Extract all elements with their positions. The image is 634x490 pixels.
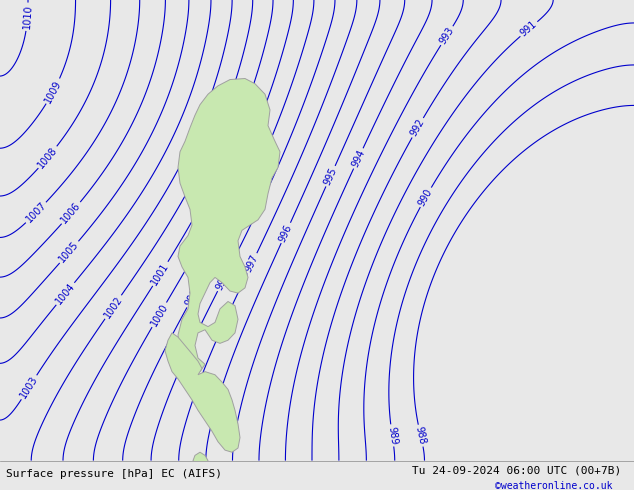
Text: 1007: 1007 [24,200,48,225]
Text: 988: 988 [414,426,427,446]
Text: 995: 995 [322,166,339,187]
Text: 996: 996 [278,222,294,244]
Text: 998: 998 [214,271,231,292]
Text: 994: 994 [350,148,366,169]
Text: 991: 991 [519,19,539,39]
Text: 1008: 1008 [36,145,60,170]
Text: ©weatheronline.co.uk: ©weatheronline.co.uk [495,481,612,490]
Text: 1004: 1004 [54,281,77,306]
Polygon shape [165,333,240,452]
Text: 1006: 1006 [60,200,83,225]
Text: 1002: 1002 [102,294,124,320]
Text: 1001: 1001 [150,261,171,287]
Text: Surface pressure [hPa] EC (AIFS): Surface pressure [hPa] EC (AIFS) [6,469,223,479]
Text: 992: 992 [409,117,427,138]
Polygon shape [178,78,280,371]
Polygon shape [193,452,208,466]
Text: 993: 993 [437,25,456,46]
Text: 1005: 1005 [57,240,81,265]
Text: 999: 999 [183,287,201,308]
Text: 1000: 1000 [149,302,170,328]
Text: 1003: 1003 [18,374,40,400]
Text: 989: 989 [386,426,398,445]
Text: Tu 24-09-2024 06:00 UTC (00+7B): Tu 24-09-2024 06:00 UTC (00+7B) [412,466,621,476]
Text: 997: 997 [243,253,261,274]
Text: 990: 990 [417,187,434,208]
Text: 1009: 1009 [43,78,63,104]
Text: 1010: 1010 [22,4,34,29]
